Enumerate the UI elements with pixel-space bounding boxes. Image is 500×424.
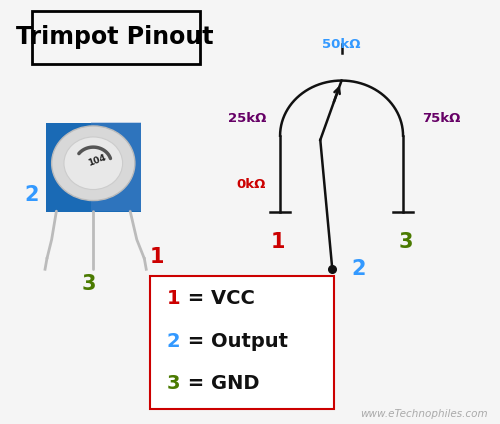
Text: 25kΩ: 25kΩ <box>228 112 266 125</box>
Text: = Output: = Output <box>181 332 288 351</box>
Text: 2: 2 <box>166 332 180 351</box>
Text: 104: 104 <box>86 153 108 168</box>
Text: 1: 1 <box>166 290 180 308</box>
Text: www.eTechnophiles.com: www.eTechnophiles.com <box>360 409 488 419</box>
Text: 2: 2 <box>351 259 366 279</box>
Text: 75kΩ: 75kΩ <box>422 112 461 125</box>
Text: 3: 3 <box>166 374 180 393</box>
FancyBboxPatch shape <box>150 276 334 409</box>
FancyBboxPatch shape <box>32 11 200 64</box>
Text: 3: 3 <box>82 274 96 294</box>
Text: = GND: = GND <box>181 374 260 393</box>
Circle shape <box>64 137 122 190</box>
Text: 2: 2 <box>24 185 39 205</box>
Text: 0kΩ: 0kΩ <box>236 178 266 191</box>
Text: 50kΩ: 50kΩ <box>322 38 361 51</box>
Bar <box>91 122 140 211</box>
Text: 1: 1 <box>150 246 164 267</box>
Text: = VCC: = VCC <box>181 290 254 308</box>
Text: 3: 3 <box>398 232 412 252</box>
Text: Trimpot Pinout: Trimpot Pinout <box>16 25 214 49</box>
Bar <box>46 123 140 212</box>
Text: 1: 1 <box>270 232 285 252</box>
Circle shape <box>52 126 135 201</box>
